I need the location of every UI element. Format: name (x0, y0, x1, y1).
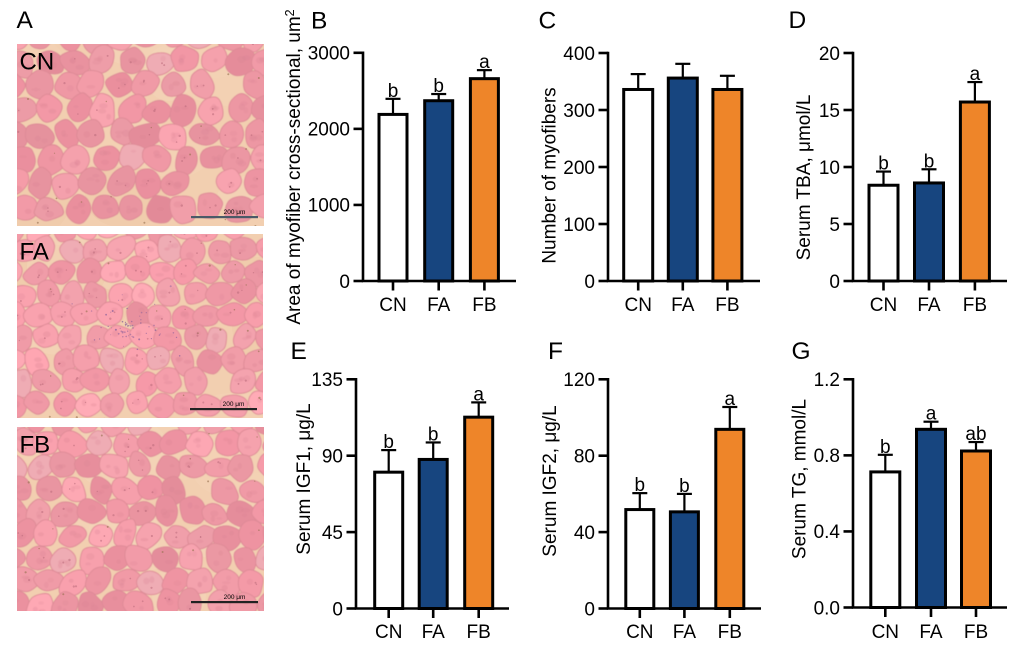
svg-text:b: b (383, 432, 394, 453)
svg-text:B: B (311, 8, 327, 35)
svg-text:FA: FA (919, 622, 943, 643)
svg-text:3000: 3000 (308, 44, 350, 65)
svg-text:b: b (428, 424, 439, 445)
svg-text:135: 135 (311, 370, 343, 391)
svg-text:0: 0 (829, 272, 840, 293)
svg-text:FB: FB (467, 622, 491, 643)
svg-text:CN: CN (379, 295, 406, 316)
svg-text:CN: CN (375, 622, 402, 643)
svg-text:Area of myofiber cross-section: Area of myofiber cross-sectional, um2 (283, 9, 305, 324)
svg-text:Number of myofibers: Number of myofibers (540, 87, 561, 263)
svg-text:FB: FB (963, 295, 987, 316)
svg-text:F: F (548, 338, 563, 365)
svg-text:a: a (970, 64, 981, 85)
svg-text:FA: FA (673, 622, 697, 643)
svg-text:Serum IGF1, μg/L: Serum IGF1, μg/L (294, 403, 315, 554)
svg-text:10: 10 (819, 158, 840, 179)
svg-text:0: 0 (584, 599, 595, 620)
svg-text:C: C (539, 8, 557, 35)
svg-text:CN: CN (626, 622, 653, 643)
svg-text:FB: FB (472, 295, 496, 316)
svg-text:Serum TG, mmol/L: Serum TG, mmol/L (790, 399, 811, 559)
svg-text:15: 15 (819, 101, 840, 122)
svg-text:0.8: 0.8 (814, 446, 840, 467)
svg-text:b: b (880, 437, 891, 458)
svg-text:FB: FB (715, 295, 739, 316)
svg-text:FB: FB (20, 432, 51, 459)
svg-text:80: 80 (574, 447, 595, 468)
svg-text:40: 40 (574, 523, 595, 544)
svg-text:b: b (635, 475, 646, 496)
svg-text:100: 100 (563, 215, 595, 236)
svg-text:E: E (291, 338, 307, 365)
svg-text:0.4: 0.4 (814, 522, 841, 543)
svg-text:200: 200 (563, 158, 595, 179)
svg-text:0: 0 (332, 599, 343, 620)
svg-text:a: a (725, 389, 736, 410)
svg-text:0: 0 (339, 272, 350, 293)
svg-text:FB: FB (964, 622, 988, 643)
svg-text:b: b (878, 154, 889, 175)
svg-text:a: a (473, 384, 484, 405)
svg-text:CN: CN (872, 622, 899, 643)
svg-text:b: b (388, 81, 399, 102)
svg-text:0.0: 0.0 (814, 598, 840, 619)
svg-text:CN: CN (624, 295, 651, 316)
svg-text:b: b (433, 76, 444, 97)
svg-text:A: A (17, 7, 34, 34)
svg-text:FA: FA (917, 295, 941, 316)
svg-text:90: 90 (322, 447, 343, 468)
svg-text:45: 45 (322, 523, 343, 544)
svg-text:400: 400 (563, 44, 595, 65)
svg-text:20: 20 (819, 44, 840, 65)
svg-text:2000: 2000 (308, 120, 350, 141)
svg-text:1000: 1000 (308, 196, 350, 217)
svg-text:b: b (924, 151, 935, 172)
svg-text:Serum TBA, μmol/L: Serum TBA, μmol/L (794, 95, 815, 261)
svg-text:1.2: 1.2 (814, 370, 840, 391)
svg-text:CN: CN (20, 49, 55, 76)
svg-text:ab: ab (965, 424, 986, 445)
svg-text:300: 300 (563, 101, 595, 122)
svg-text:a: a (479, 52, 490, 73)
svg-text:200 μm: 200 μm (224, 209, 246, 216)
svg-text:FA: FA (422, 622, 446, 643)
svg-text:FB: FB (718, 622, 742, 643)
svg-text:CN: CN (870, 295, 897, 316)
svg-text:FA: FA (427, 295, 451, 316)
svg-text:FA: FA (671, 295, 695, 316)
svg-text:D: D (789, 7, 807, 34)
svg-text:G: G (792, 338, 811, 365)
svg-text:5: 5 (829, 215, 840, 236)
svg-text:b: b (679, 476, 690, 497)
svg-text:FA: FA (20, 239, 49, 266)
svg-text:200 μm: 200 μm (224, 594, 246, 601)
svg-text:0: 0 (584, 272, 595, 293)
svg-text:a: a (926, 404, 937, 425)
svg-text:200 μm: 200 μm (223, 401, 245, 408)
svg-text:120: 120 (563, 370, 595, 391)
svg-text:Serum IGF2, μg/L: Serum IGF2, μg/L (540, 405, 561, 556)
